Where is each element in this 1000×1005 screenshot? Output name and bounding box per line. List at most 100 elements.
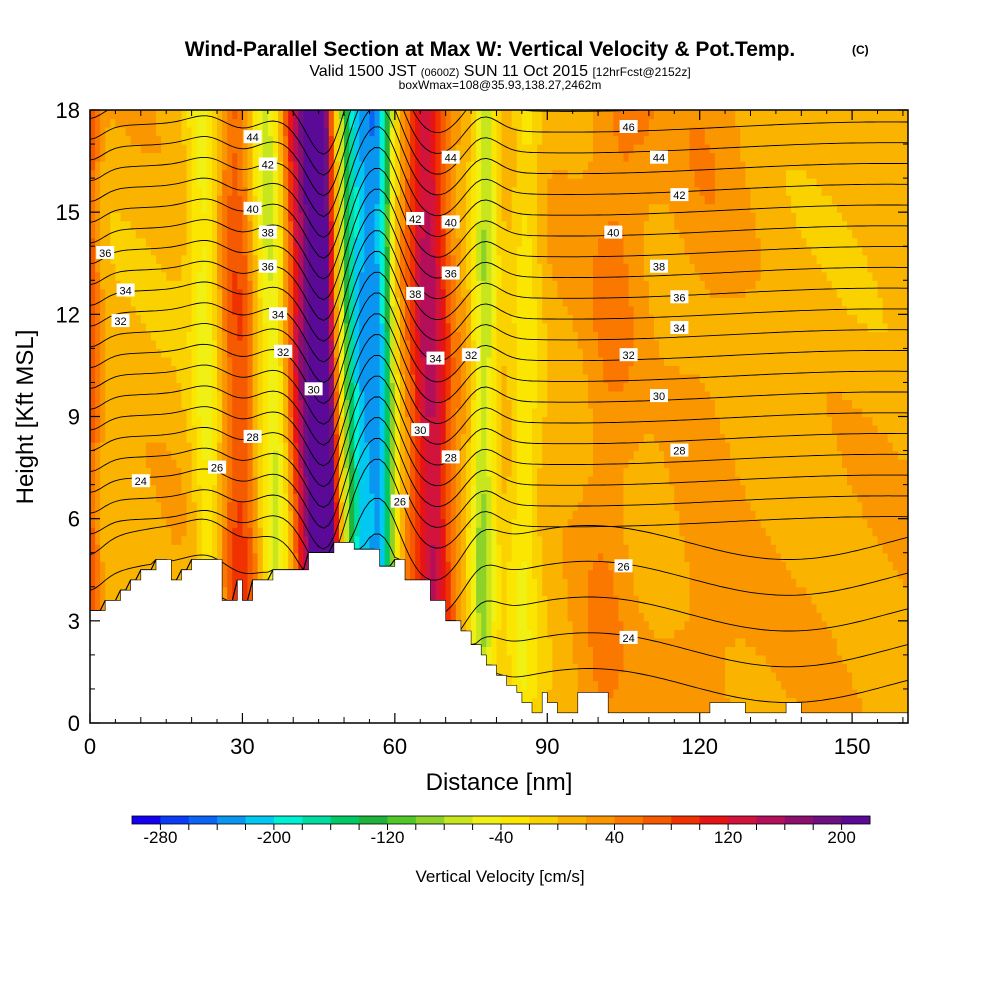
field-cell (303, 399, 310, 409)
field-cell (227, 467, 233, 477)
field-cell (191, 271, 198, 281)
field-cell (227, 288, 233, 298)
field-cell (298, 399, 304, 409)
field-cell (186, 459, 193, 469)
field-cell (354, 416, 360, 426)
field-cell (125, 476, 132, 486)
field-cell (288, 314, 294, 324)
field-cell (364, 169, 371, 179)
field-cell (379, 152, 386, 162)
field-cell (303, 237, 310, 247)
field-cell (283, 552, 289, 562)
field-cell (410, 433, 416, 443)
field-cell (130, 484, 137, 494)
field-cell (161, 297, 167, 307)
field-cell (252, 527, 259, 537)
field-cell (374, 263, 381, 273)
field-cell (308, 433, 315, 443)
field-cell (364, 144, 371, 154)
field-cell (181, 271, 188, 281)
field-cell (110, 535, 116, 545)
field-cell (90, 416, 96, 426)
field-cell (425, 544, 432, 554)
field-cell (186, 186, 193, 196)
field-cell (257, 390, 264, 401)
field-cell (277, 493, 284, 503)
field-cell (252, 110, 259, 120)
field-cell (430, 195, 437, 205)
field-cell (90, 450, 96, 460)
field-cell (232, 331, 238, 341)
field-cell (211, 127, 218, 137)
field-cell (247, 356, 254, 367)
field-cell (344, 501, 350, 511)
field-cell (318, 195, 325, 205)
field-cell (293, 467, 299, 477)
field-cell (277, 195, 284, 205)
field-cell (211, 348, 218, 358)
field-cell (338, 433, 345, 443)
field-cell (415, 118, 421, 128)
field-cell (232, 169, 238, 179)
field-cell (242, 518, 249, 528)
field-cell (323, 178, 330, 188)
field-cell (206, 527, 213, 537)
field-cell (140, 501, 147, 511)
field-cell (410, 169, 416, 179)
field-cell (359, 416, 365, 426)
field-cell (166, 305, 172, 315)
field-cell (318, 442, 325, 452)
field-cell (156, 288, 162, 298)
field-cell (344, 365, 350, 375)
field-cell (379, 331, 386, 341)
field-cell (176, 390, 183, 401)
field-cell (277, 484, 284, 494)
field-cell (206, 399, 213, 409)
field-cell (237, 493, 244, 503)
field-cell (166, 203, 172, 213)
field-cell (115, 297, 122, 307)
field-cell (166, 484, 172, 494)
field-cell (95, 144, 101, 154)
field-cell (349, 161, 355, 171)
field-cell (110, 178, 116, 188)
field-cell (354, 339, 360, 349)
field-cell (288, 186, 294, 196)
field-cell (252, 195, 259, 205)
field-cell (120, 407, 127, 418)
field-cell (115, 510, 122, 520)
field-cell (430, 569, 437, 579)
field-cell (166, 373, 172, 384)
field-cell (369, 535, 376, 545)
field-cell (201, 544, 208, 554)
field-cell (211, 518, 218, 528)
field-cell (247, 373, 254, 384)
field-cell (293, 169, 299, 179)
field-cell (120, 356, 127, 367)
field-cell (288, 467, 294, 477)
field-cell (247, 186, 254, 196)
field-cell (425, 169, 432, 179)
field-cell (364, 382, 371, 392)
field-cell (217, 169, 223, 179)
field-cell (313, 425, 320, 435)
field-cell (267, 535, 274, 545)
field-cell (171, 152, 177, 162)
field-cell (379, 561, 386, 571)
field-cell (430, 552, 437, 562)
field-cell (267, 127, 274, 137)
field-cell (95, 433, 101, 443)
field-cell (201, 110, 208, 120)
field-cell (130, 263, 137, 273)
field-cell (364, 246, 371, 256)
field-cell (100, 144, 106, 154)
field-cell (410, 144, 416, 154)
field-cell (95, 118, 101, 128)
field-cell (338, 246, 345, 256)
field-cell (90, 467, 96, 477)
field-cell (318, 518, 325, 528)
field-cell (100, 305, 106, 315)
field-cell (354, 118, 360, 128)
field-cell (349, 152, 355, 162)
